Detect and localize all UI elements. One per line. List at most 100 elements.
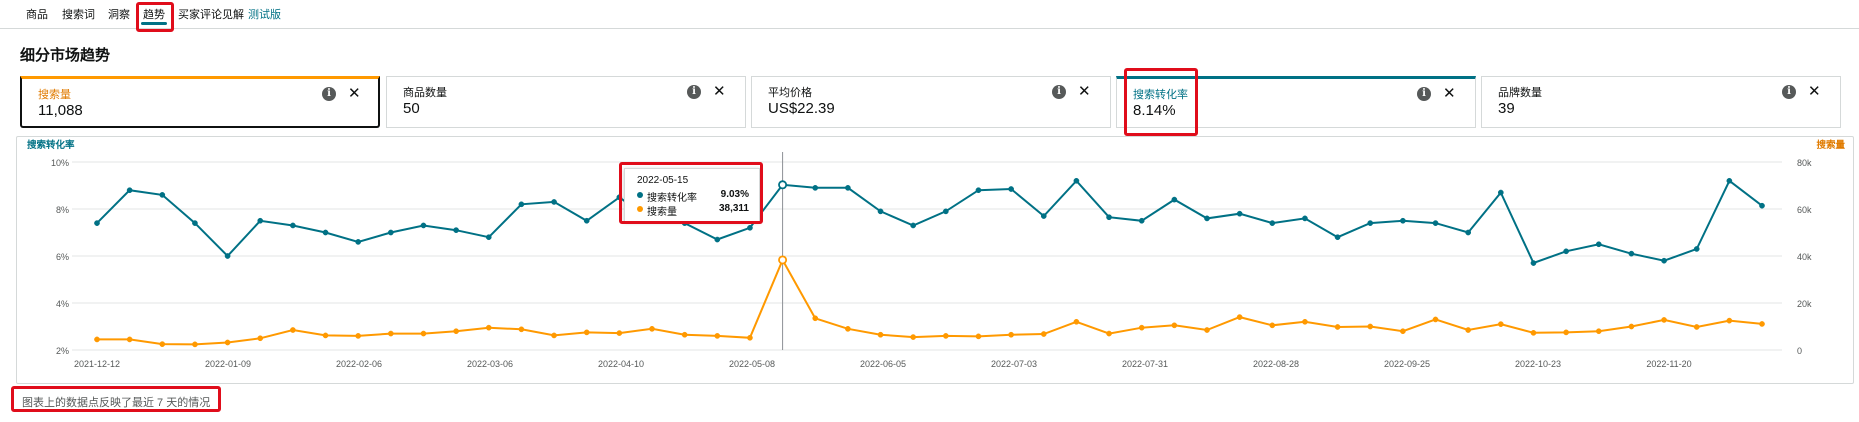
data-point [1106,330,1112,337]
data-point [1661,257,1667,264]
y-left-tick-label: 2% [56,346,69,356]
data-point [387,229,394,236]
chart-tooltip: 2022-05-15 搜索转化率 9.03% 搜索量 38,311 [624,168,760,222]
tooltip-series-value: 9.03% [720,189,749,200]
data-point [1367,220,1374,226]
data-point [420,222,427,229]
close-icon[interactable]: ✕ [1808,83,1821,100]
tab-products[interactable]: 商品 [26,9,48,21]
tab-search-terms[interactable]: 搜索词 [62,9,95,21]
data-point [1073,177,1080,184]
info-icon[interactable]: i [1782,85,1796,99]
info-icon[interactable]: i [687,85,701,99]
close-icon[interactable]: ✕ [713,83,726,100]
data-point [192,220,198,226]
data-point [975,187,982,194]
data-point [714,236,721,243]
y-left-tick-label: 10% [51,158,69,168]
data-point [942,333,949,339]
tooltip-date: 2022-05-15 [637,175,689,186]
data-point [1563,248,1569,255]
data-point [355,239,362,245]
y-left-tick-label: 4% [56,299,69,309]
data-point [1236,314,1243,320]
data-point [1204,215,1210,222]
data-point [583,329,590,336]
data-point [778,255,788,265]
data-point [420,330,427,337]
info-icon[interactable]: i [1417,87,1431,101]
data-point [1040,331,1047,337]
x-tick-label: 2022-01-09 [205,359,251,369]
data-point [1465,229,1472,236]
metric-card-average-price[interactable]: 平均价格 US$22.39 i ✕ [751,76,1111,128]
data-point [1106,214,1112,221]
y-right-tick-label: 80k [1797,158,1812,168]
data-point [126,336,133,343]
tab-trends[interactable]: 趋势 [141,6,167,25]
data-point [1269,220,1276,226]
data-point [747,224,753,231]
y-right-tick-label: 60k [1797,205,1812,215]
data-point [322,229,329,236]
data-point [778,180,788,190]
data-point [1008,186,1014,192]
x-tick-label: 2022-10-23 [1515,359,1561,369]
metric-label: 搜索转化率 [1133,89,1188,101]
metric-card-product-count[interactable]: 商品数量 50 i ✕ [386,76,746,128]
info-icon[interactable]: i [322,87,336,101]
metric-card-brand-count[interactable]: 品牌数量 39 i ✕ [1481,76,1841,128]
data-point [975,333,982,340]
x-tick-label: 2022-02-06 [336,359,382,369]
data-point [1236,210,1243,217]
metric-label: 搜索量 [38,89,71,101]
data-point [290,327,296,333]
metric-card-search-volume[interactable]: 搜索量 11,088 i ✕ [20,76,380,128]
trend-chart: 10% 8% 6% 4% 2% 80k 60k 40k 20k 0 搜索转化率 搜索量 2021-12-… [16,136,1854,384]
metric-value: 50 [403,100,420,117]
data-point [845,185,851,191]
data-point [453,328,459,335]
info-icon[interactable]: i [1052,85,1066,99]
metric-value: 8.14% [1133,102,1176,119]
y-right-tick-label: 40k [1797,252,1812,262]
data-point [290,222,296,229]
metric-label: 品牌数量 [1498,87,1542,99]
close-icon[interactable]: ✕ [348,85,361,102]
metric-card-conversion-rate[interactable]: 搜索转化率 8.14% i ✕ [1116,76,1476,128]
data-point [877,208,884,215]
tab-insights[interactable]: 洞察 [108,9,130,21]
data-point [1171,322,1178,329]
data-point [1204,327,1210,333]
metric-value: 11,088 [38,102,83,119]
data-point [616,194,623,201]
data-point [1497,189,1504,196]
data-point [1595,328,1602,335]
data-point [910,334,917,340]
data-point [1693,324,1700,330]
data-point [910,222,917,229]
data-point [1497,321,1504,327]
data-point [1073,318,1080,325]
data-point [1367,323,1374,330]
tab-review-insights[interactable]: 买家评论见解 [178,9,244,21]
data-point [1400,217,1406,224]
x-tick-label: 2021-12-12 [74,359,120,369]
data-point [1432,220,1439,226]
beta-badge: 测试版 [248,9,281,21]
data-point [845,326,851,332]
data-point [1759,202,1765,209]
x-tick-label: 2022-07-03 [991,359,1037,369]
data-point [224,253,231,259]
data-point [355,333,362,339]
data-point [1040,213,1047,219]
data-point [192,341,198,348]
close-icon[interactable]: ✕ [1443,85,1456,102]
data-point [1661,317,1667,323]
data-point [1400,328,1406,335]
data-point [583,217,590,224]
close-icon[interactable]: ✕ [1078,83,1091,100]
data-point [1628,323,1635,330]
metric-label: 平均价格 [768,87,812,99]
